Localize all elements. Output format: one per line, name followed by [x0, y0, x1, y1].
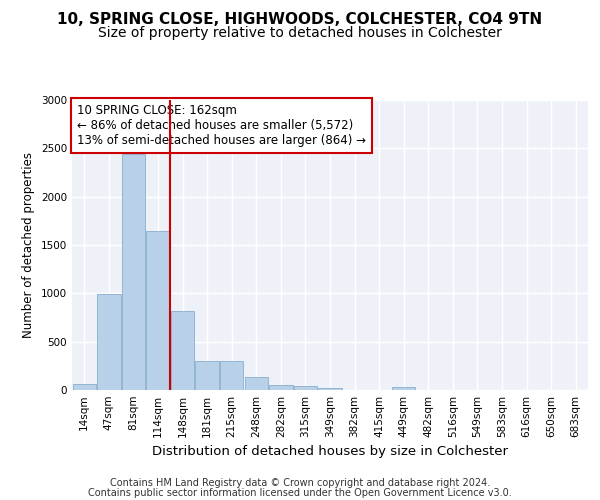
Text: 10 SPRING CLOSE: 162sqm
← 86% of detached houses are smaller (5,572)
13% of semi: 10 SPRING CLOSE: 162sqm ← 86% of detache…: [77, 104, 366, 148]
Bar: [97, 294, 121, 390]
Bar: [294, 386, 317, 390]
X-axis label: Distribution of detached houses by size in Colchester: Distribution of detached houses by size …: [152, 446, 508, 458]
Bar: [245, 378, 268, 390]
Y-axis label: Number of detached properties: Number of detached properties: [22, 152, 35, 338]
Bar: [73, 384, 96, 390]
Bar: [146, 230, 170, 390]
Bar: [122, 154, 145, 390]
Bar: [392, 387, 415, 390]
Bar: [269, 384, 293, 390]
Bar: [319, 388, 341, 390]
Text: 10, SPRING CLOSE, HIGHWOODS, COLCHESTER, CO4 9TN: 10, SPRING CLOSE, HIGHWOODS, COLCHESTER,…: [58, 12, 542, 28]
Text: Size of property relative to detached houses in Colchester: Size of property relative to detached ho…: [98, 26, 502, 40]
Bar: [220, 361, 244, 390]
Bar: [171, 310, 194, 390]
Text: Contains public sector information licensed under the Open Government Licence v3: Contains public sector information licen…: [88, 488, 512, 498]
Text: Contains HM Land Registry data © Crown copyright and database right 2024.: Contains HM Land Registry data © Crown c…: [110, 478, 490, 488]
Bar: [196, 361, 219, 390]
